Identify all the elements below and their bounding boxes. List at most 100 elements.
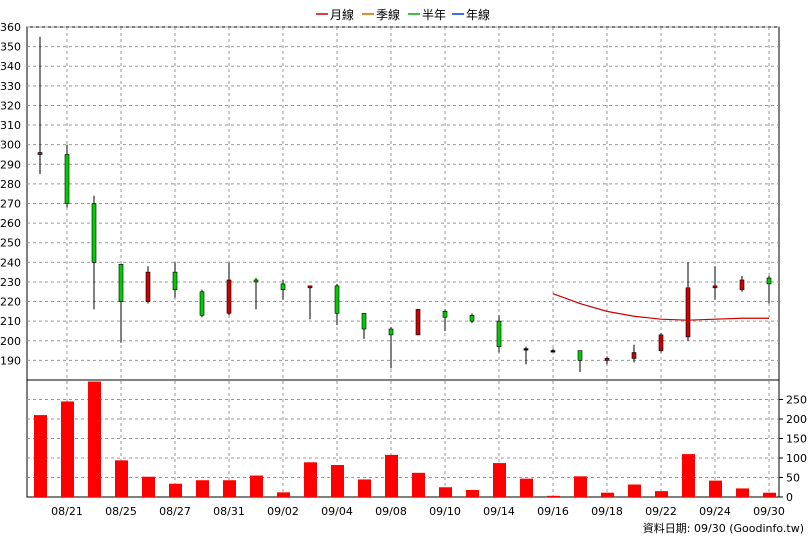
- x-tick-label: 08/31: [213, 505, 245, 518]
- volume-bar: [304, 462, 317, 497]
- price-tick-label: 340: [0, 60, 21, 73]
- volume-bar: [61, 401, 74, 497]
- volume-bar: [115, 460, 128, 497]
- candle: [361, 313, 367, 339]
- x-axis: 08/21 08/25 08/27 08/31 09/02 09/04 09/08 09/10…: [51, 505, 785, 518]
- candle-body: [64, 154, 70, 204]
- candle: [415, 309, 421, 336]
- candle: [334, 283, 340, 326]
- candle-body: [685, 287, 691, 338]
- candle: [685, 262, 691, 341]
- candle: [469, 313, 475, 324]
- candle: [631, 344, 637, 363]
- volume-bar: [196, 480, 209, 497]
- x-tick-label: 09/14: [483, 505, 515, 518]
- candle-body: [172, 271, 178, 291]
- price-tick-label: 260: [0, 217, 21, 230]
- candle-body: [658, 334, 664, 351]
- price-tick-label: 310: [0, 119, 21, 132]
- candle-body: [415, 309, 421, 336]
- candle-body: [388, 328, 394, 336]
- candle-body: [361, 313, 367, 330]
- candle: [280, 279, 286, 300]
- price-tick-label: 280: [0, 178, 21, 191]
- volume-bar: [763, 492, 776, 497]
- x-tick-label: 09/22: [645, 505, 677, 518]
- x-tick-label: 09/04: [321, 505, 353, 518]
- candle-body: [145, 271, 151, 302]
- price-tick-label: 210: [0, 315, 21, 328]
- candle-body: [199, 291, 205, 316]
- candle: [199, 289, 205, 318]
- candle-body: [712, 285, 718, 289]
- candle-body: [280, 283, 286, 291]
- candle: [550, 348, 556, 353]
- candles: [37, 36, 772, 373]
- volume-bar: [682, 454, 695, 497]
- candle: [145, 266, 151, 304]
- volume-bar: [223, 480, 236, 497]
- volume-bar: [169, 483, 182, 497]
- x-tick-label: 09/08: [375, 505, 407, 518]
- candle-body: [334, 285, 340, 314]
- x-tick-label: 09/16: [537, 505, 569, 518]
- x-tick-label: 09/02: [267, 505, 299, 518]
- volume-bar: [250, 475, 263, 497]
- price-panel-frame: [26, 26, 780, 381]
- legend-label-month: 月線: [330, 7, 354, 22]
- price-tick-label: 360: [0, 21, 21, 34]
- candle-body: [577, 350, 583, 361]
- candle: [118, 263, 124, 343]
- price-axis: 190 200 210 220 230 240 250 260 270 280 290 300 310 3…: [0, 21, 21, 367]
- candle-body: [91, 203, 97, 263]
- grid: [27, 26, 779, 497]
- volume-bar: [34, 415, 47, 497]
- candle: [37, 36, 43, 175]
- price-tick-label: 270: [0, 198, 21, 211]
- candle: [712, 266, 718, 300]
- volume-bar: [601, 492, 614, 497]
- price-tick-label: 240: [0, 256, 21, 269]
- price-tick-label: 350: [0, 41, 21, 54]
- x-tick-label: 08/27: [159, 505, 191, 518]
- legend-item-month: 月線: [316, 7, 354, 22]
- footer-date: 資料日期: 09/30 (Goodinfo.tw): [643, 521, 804, 535]
- volume-panel-frame: [26, 379, 780, 498]
- candle-body: [523, 348, 529, 351]
- volume-bar: [331, 465, 344, 497]
- price-tick-label: 320: [0, 99, 21, 112]
- volume-tick-label: 250: [786, 394, 807, 407]
- legend: 月線 季線 半年 年線: [316, 7, 490, 22]
- candle-body: [739, 279, 745, 291]
- x-tick-label: 09/24: [699, 505, 731, 518]
- volume-bar: [709, 480, 722, 497]
- candle: [739, 276, 745, 292]
- candle-body: [253, 279, 259, 283]
- volume-bar: [628, 484, 641, 497]
- candle: [64, 144, 70, 208]
- candle: [766, 276, 772, 304]
- candle: [307, 285, 313, 320]
- volume-bar: [358, 479, 371, 497]
- x-tick-label: 09/18: [591, 505, 623, 518]
- volume-bar: [655, 491, 668, 497]
- legend-item-year: 年線: [452, 7, 490, 22]
- ma-month-line: [552, 293, 769, 321]
- price-tick-label: 290: [0, 158, 21, 171]
- legend-label-year: 年線: [466, 7, 490, 22]
- legend-label-quarter: 季線: [376, 7, 400, 22]
- x-tick-label: 08/25: [105, 505, 137, 518]
- volume-bar: [439, 487, 452, 497]
- volume-bar: [493, 463, 506, 497]
- legend-item-quarter: 季線: [362, 7, 400, 22]
- x-tick-label: 09/10: [429, 505, 461, 518]
- volume-bars: [34, 381, 776, 497]
- candle: [523, 346, 529, 365]
- candle: [604, 356, 610, 365]
- candle: [442, 309, 448, 331]
- volume-bar: [466, 489, 479, 497]
- volume-bar: [412, 472, 425, 497]
- volume-tick-label: 0: [786, 491, 793, 504]
- volume-bar: [520, 478, 533, 497]
